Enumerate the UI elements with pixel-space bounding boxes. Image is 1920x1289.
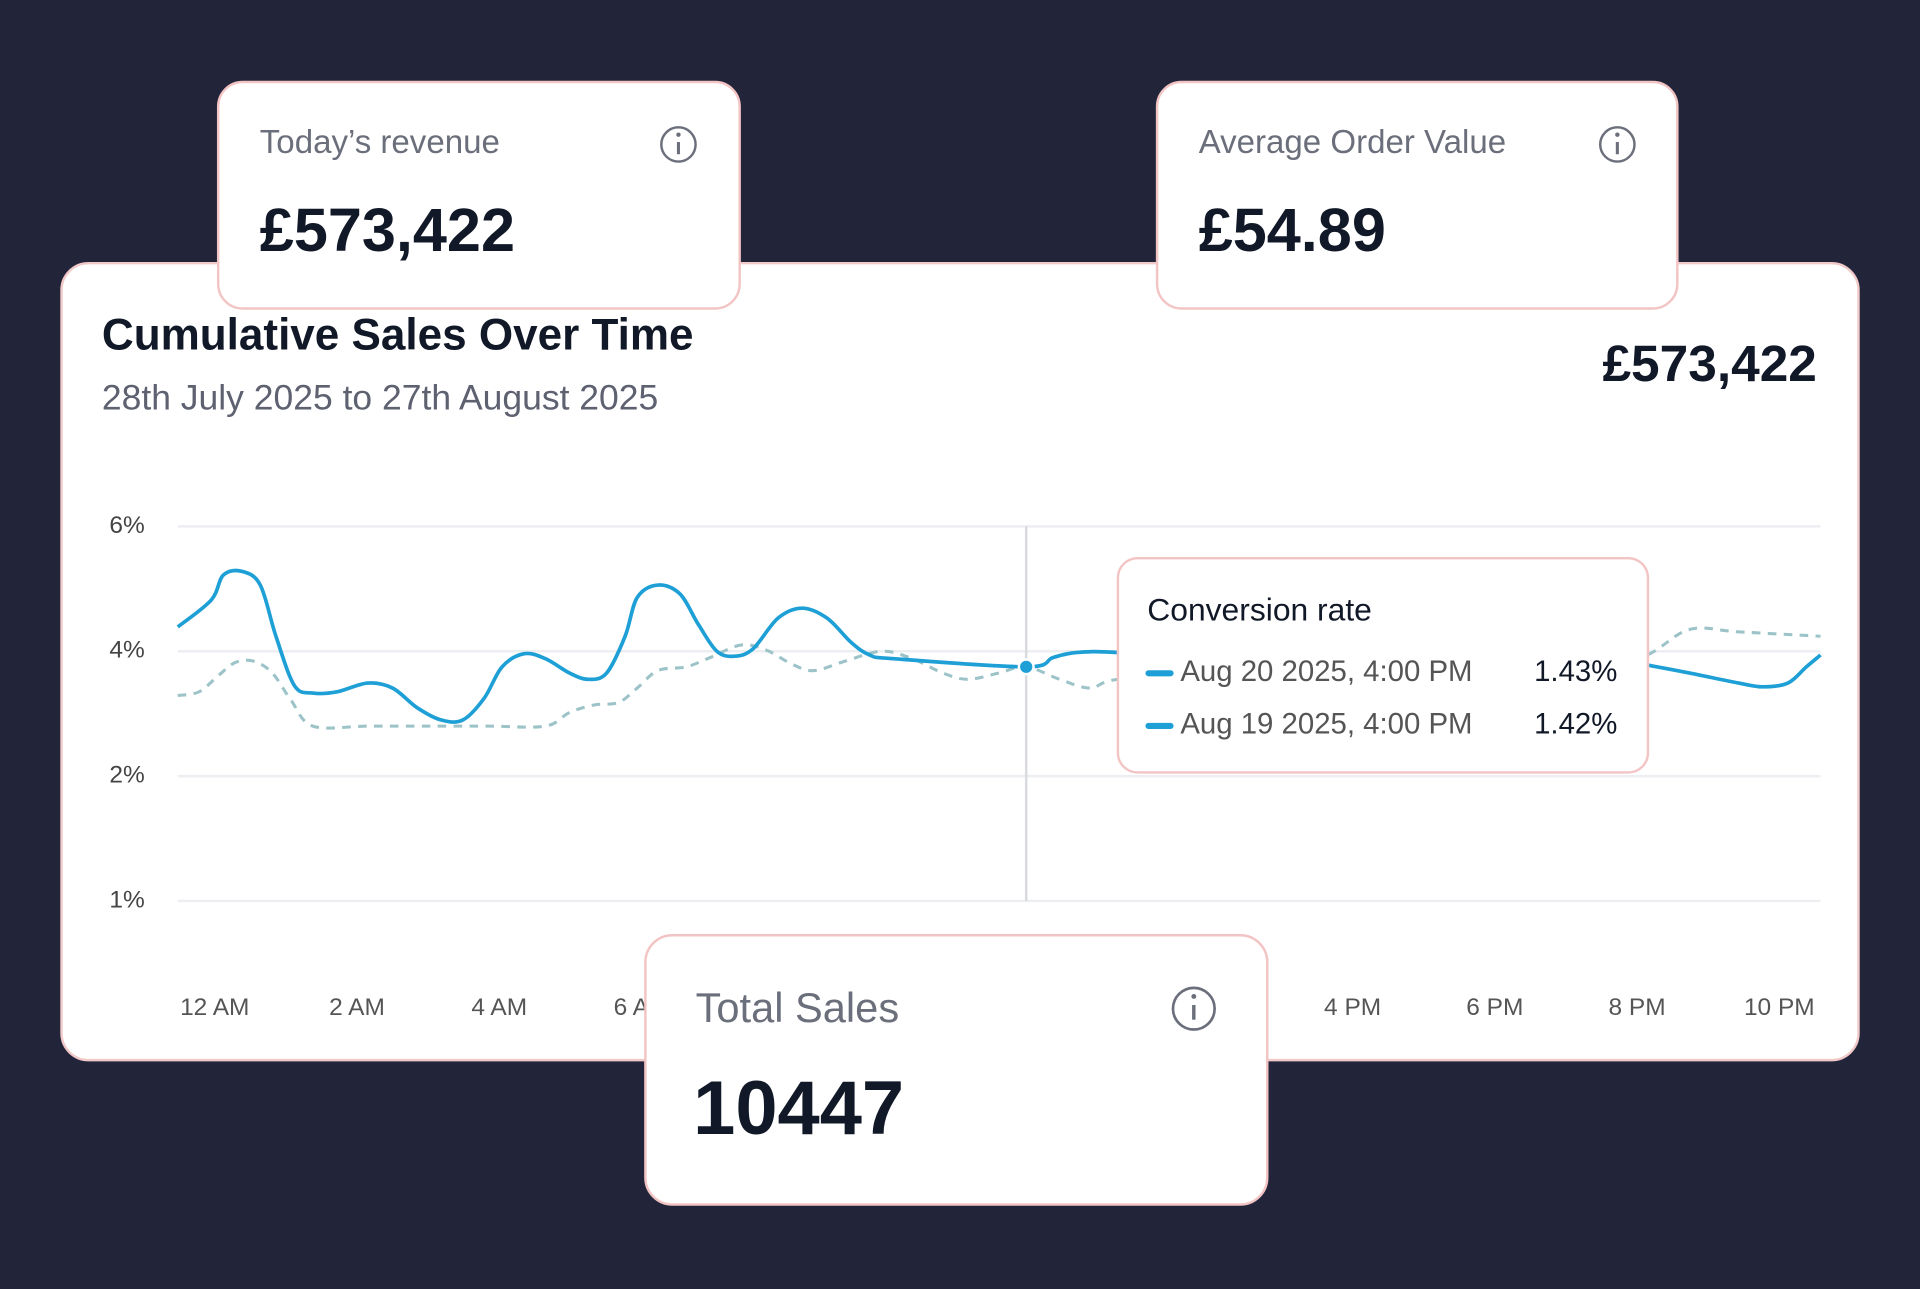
tooltip-title: Conversion rate bbox=[1147, 591, 1372, 627]
kpi-card: Total Sales 10447 bbox=[644, 934, 1269, 1206]
y-tick-label: 4% bbox=[109, 637, 144, 664]
card-bg bbox=[216, 80, 741, 310]
info-icon[interactable] bbox=[660, 126, 697, 163]
chart-subtitle: 28th July 2025 to 27th August 2025 bbox=[102, 378, 658, 418]
plot: 1%2%4%6%12 AM 2 AM 4 AM 6 AM 4 PM 6 PM 8 PM 10 … bbox=[109, 512, 1822, 1021]
x-tick-label: 8 PM bbox=[1609, 994, 1666, 1021]
tooltip: Conversion rate Aug 20 2025, 4:00 PM 1.43… bbox=[1116, 556, 1650, 774]
kpi-card: Today’s revenue £573,422 bbox=[216, 80, 741, 310]
card-label: Total Sales bbox=[696, 984, 900, 1031]
card-value: 10447 bbox=[693, 1066, 904, 1151]
card-bg bbox=[1155, 80, 1679, 310]
x-tick-label: 2 AM bbox=[329, 994, 385, 1021]
y-tick-label: 1% bbox=[109, 886, 144, 913]
tooltip-value: 1.43% bbox=[1534, 655, 1617, 688]
card-label: Today’s revenue bbox=[260, 124, 500, 161]
y-tick-label: 2% bbox=[109, 762, 144, 789]
info-icon[interactable] bbox=[1171, 986, 1216, 1031]
hover-dot bbox=[1017, 658, 1035, 676]
card-label: Average Order Value bbox=[1199, 124, 1506, 161]
y-tick-label: 6% bbox=[109, 512, 144, 539]
x-tick-label: 12 AM bbox=[180, 994, 249, 1021]
tooltip-bg bbox=[1116, 556, 1650, 774]
x-tick-label: 10 PM bbox=[1744, 994, 1815, 1021]
x-tick-label: 6 PM bbox=[1466, 994, 1523, 1021]
tooltip-value: 1.42% bbox=[1534, 708, 1617, 741]
card-value: £573,422 bbox=[260, 196, 515, 264]
card-bg bbox=[644, 934, 1269, 1206]
x-tick-label: 4 AM bbox=[471, 994, 527, 1021]
legend-label: Aug 19 2025, 4:00 PM bbox=[1180, 708, 1472, 741]
series-line bbox=[177, 626, 1821, 730]
kpi-card: Average Order Value £54.89 bbox=[1155, 80, 1679, 310]
legend-label: Aug 20 2025, 4:00 PM bbox=[1180, 655, 1472, 688]
card-value: £54.89 bbox=[1199, 196, 1386, 264]
chart-card: Cumulative Sales Over Time 28th July 202… bbox=[60, 261, 1860, 1062]
chart-title: Cumulative Sales Over Time bbox=[102, 310, 694, 359]
x-tick-label: 4 PM bbox=[1324, 994, 1381, 1021]
info-icon[interactable] bbox=[1598, 126, 1636, 163]
chart-total: £573,422 bbox=[1602, 334, 1816, 392]
